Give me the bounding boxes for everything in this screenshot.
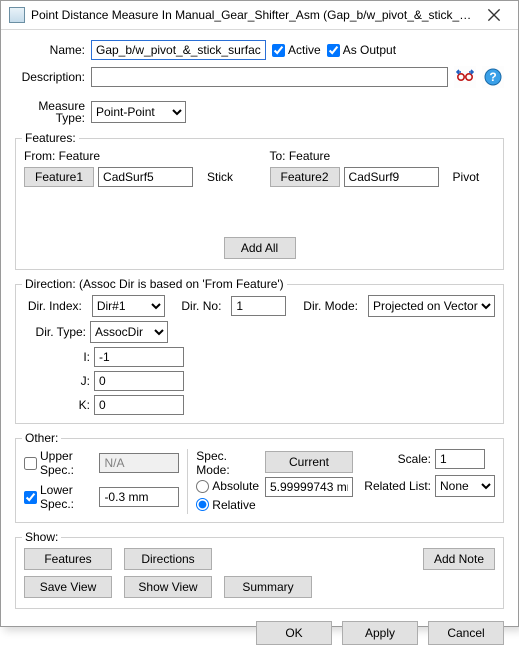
dir-index-select[interactable]: Dir#1 (92, 295, 165, 317)
other-group: Other: Upper Spec.: Lower Spec.: (15, 438, 504, 523)
close-icon (485, 6, 503, 24)
cancel-button[interactable]: Cancel (428, 621, 504, 645)
dir-index-label: Dir. Index: (24, 299, 82, 313)
asoutput-check-input[interactable] (327, 44, 340, 57)
dir-mode-select[interactable]: Projected on Vector (368, 295, 495, 317)
current-button[interactable]: Current (265, 451, 353, 473)
absolute-label: Absolute (212, 479, 259, 493)
active-checkbox[interactable]: Active (272, 43, 321, 57)
svg-text:?: ? (489, 70, 496, 84)
directions-button[interactable]: Directions (124, 548, 212, 570)
help-button[interactable]: ? (482, 66, 504, 88)
ok-button[interactable]: OK (256, 621, 332, 645)
lower-spec-label: Lower Spec.: (40, 483, 95, 511)
direction-group: Direction: (Assoc Dir is based on 'From … (15, 284, 504, 424)
description-label: Description: (15, 70, 85, 84)
upper-spec-check[interactable]: Upper Spec.: (24, 449, 95, 477)
app-icon (9, 7, 25, 23)
absolute-radio-input[interactable] (196, 480, 209, 493)
feature1-button[interactable]: Feature1 (24, 167, 94, 187)
description-row: Description: ? (15, 66, 504, 88)
name-label: Name: (15, 43, 85, 57)
measure-type-row: Measure Type: Point-Point (15, 100, 504, 124)
measure-type-select[interactable]: Point-Point (91, 101, 186, 123)
related-list-select[interactable]: None (435, 475, 495, 497)
dir-type-label: Dir. Type: (24, 325, 86, 339)
feature2-tag: Pivot (453, 170, 480, 184)
dir-i-label: I: (24, 350, 94, 364)
add-all-button[interactable]: Add All (224, 237, 296, 259)
measure-type-label: Measure Type: (15, 100, 85, 124)
direction-legend: Direction: (Assoc Dir is based on 'From … (22, 277, 287, 291)
features-group: Features: From: Feature Feature1 Stick T… (15, 138, 504, 270)
active-check-input[interactable] (272, 44, 285, 57)
asoutput-checkbox[interactable]: As Output (327, 43, 396, 57)
scale-input[interactable] (435, 449, 485, 469)
absolute-radio[interactable]: Absolute (196, 479, 259, 493)
close-button[interactable] (474, 1, 514, 29)
dir-j-label: J: (24, 374, 94, 388)
summary-button[interactable]: Summary (224, 576, 312, 598)
description-input[interactable] (91, 67, 448, 87)
help-icon: ? (484, 68, 502, 86)
feature2-button[interactable]: Feature2 (270, 167, 340, 187)
relative-radio[interactable]: Relative (196, 498, 255, 512)
name-input[interactable] (91, 40, 266, 60)
save-view-button[interactable]: Save View (24, 576, 112, 598)
relative-label: Relative (212, 498, 255, 512)
lower-spec-check[interactable]: Lower Spec.: (24, 483, 95, 511)
dir-j-input[interactable] (94, 371, 184, 391)
dir-mode-label: Dir. Mode: (296, 299, 358, 313)
from-feature-col: From: Feature Feature1 Stick (24, 149, 250, 187)
add-note-button[interactable]: Add Note (423, 548, 495, 570)
dir-k-label: K: (24, 398, 94, 412)
link-button[interactable] (454, 66, 476, 88)
show-group: Show: Features Directions Add Note Save … (15, 537, 504, 609)
show-view-button[interactable]: Show View (124, 576, 212, 598)
name-row: Name: Active As Output (15, 40, 504, 60)
lower-spec-check-input[interactable] (24, 491, 37, 504)
show-legend: Show: (22, 530, 61, 544)
related-list-label: Related List: (361, 479, 431, 493)
to-feature-label: To: Feature (270, 149, 496, 163)
relative-radio-input[interactable] (196, 498, 209, 511)
lower-spec-input[interactable] (99, 487, 179, 507)
current-value-input[interactable] (265, 477, 353, 497)
dir-i-input[interactable] (94, 347, 184, 367)
other-legend: Other: (22, 431, 61, 445)
scale-label: Scale: (361, 452, 431, 466)
feature1-tag: Stick (207, 170, 233, 184)
window-title: Point Distance Measure In Manual_Gear_Sh… (31, 8, 474, 22)
upper-spec-label: Upper Spec.: (40, 449, 95, 477)
feature1-input[interactable] (98, 167, 193, 187)
from-feature-label: From: Feature (24, 149, 250, 163)
dir-no-input[interactable] (231, 296, 286, 316)
spec-mode-label: Spec. Mode: (196, 449, 259, 477)
feature2-input[interactable] (344, 167, 439, 187)
dir-k-input[interactable] (94, 395, 184, 415)
dialog-window: Point Distance Measure In Manual_Gear_Sh… (0, 0, 519, 627)
dir-type-select[interactable]: AssocDir (90, 321, 168, 343)
link-icon (456, 68, 474, 86)
active-label: Active (288, 43, 321, 57)
upper-spec-input (99, 453, 179, 473)
titlebar: Point Distance Measure In Manual_Gear_Sh… (1, 1, 518, 30)
upper-spec-check-input[interactable] (24, 457, 37, 470)
dir-no-label: Dir. No: (175, 299, 222, 313)
features-button[interactable]: Features (24, 548, 112, 570)
features-legend: Features: (22, 131, 79, 145)
dialog-footer: OK Apply Cancel (1, 613, 518, 657)
apply-button[interactable]: Apply (342, 621, 418, 645)
to-feature-col: To: Feature Feature2 Pivot (270, 149, 496, 187)
asoutput-label: As Output (343, 43, 396, 57)
